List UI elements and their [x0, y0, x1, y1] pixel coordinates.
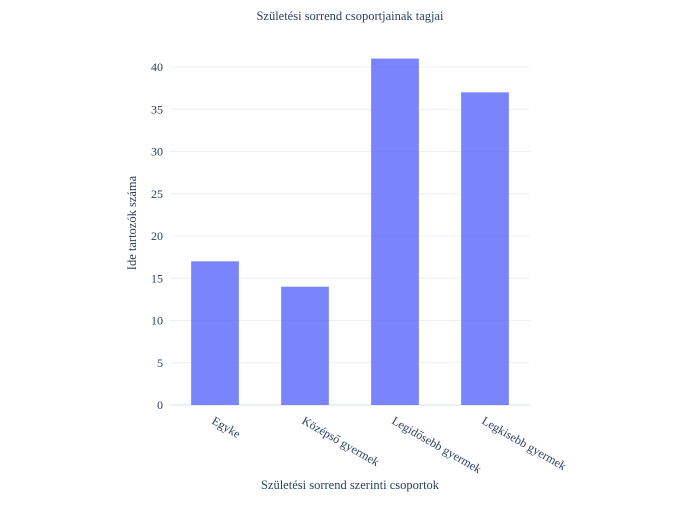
y-tick-label: 10 — [151, 314, 163, 328]
x-tick-label: Egyke — [210, 413, 244, 440]
y-tick-label: 0 — [157, 398, 163, 412]
y-tick-label: 15 — [151, 271, 163, 285]
y-tick-labels: 0 5 10 15 20 25 30 35 40 — [151, 60, 163, 412]
x-tick-label: Középső gyermek — [300, 413, 382, 469]
y-tick-label: 40 — [151, 60, 163, 74]
y-tick-label: 20 — [151, 229, 163, 243]
chart-title: Születési sorrend csoportjainak tagjai — [256, 9, 444, 23]
y-tick-label: 35 — [151, 102, 163, 116]
x-tick-label: Legidősebb gyermek — [390, 413, 484, 476]
bar[interactable] — [461, 92, 509, 405]
bar[interactable] — [281, 286, 329, 405]
bar[interactable] — [191, 261, 239, 405]
x-axis-title: Születési sorrend szerinti csoportok — [261, 478, 440, 492]
bar[interactable] — [371, 58, 419, 406]
y-tick-label: 5 — [157, 356, 163, 370]
bars — [191, 58, 509, 406]
y-tick-label: 30 — [151, 145, 163, 159]
x-tick-labels: Egyke Középső gyermek Legidősebb gyermekLe… — [210, 413, 569, 476]
x-tick-label: Legkisebb gyermek — [480, 413, 569, 473]
y-axis-title: Ide tartozók száma — [125, 175, 139, 270]
y-tick-label: 25 — [151, 187, 163, 201]
